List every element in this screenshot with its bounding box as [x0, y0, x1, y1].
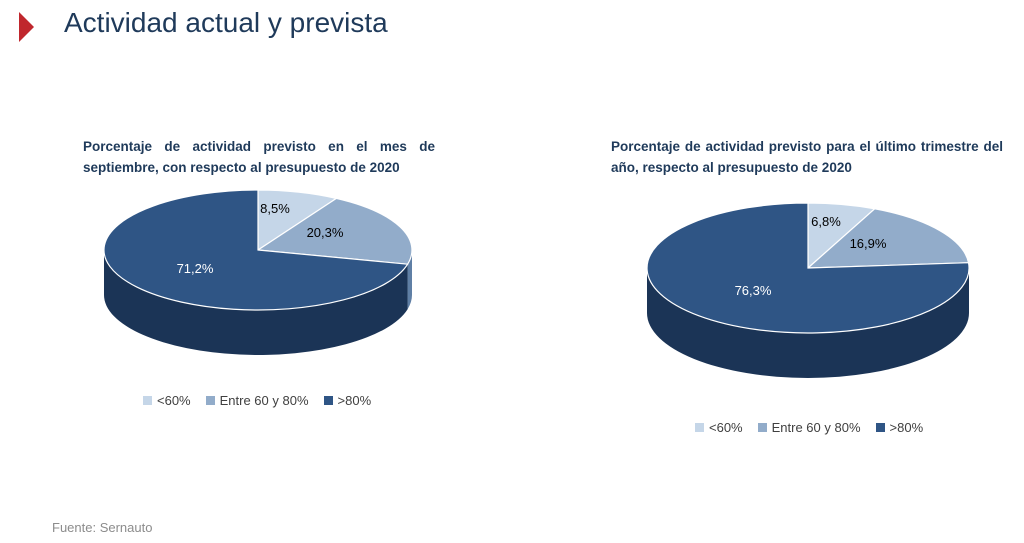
pie-slice-1 — [256, 197, 413, 265]
page-title: Actividad actual y prevista — [64, 7, 388, 38]
chart-1-legend: <60% Entre 60 y 80% >80% — [143, 393, 386, 408]
legend-item-60-80: Entre 60 y 80% — [205, 393, 309, 408]
pie-data-label-2: 71,2% — [177, 261, 214, 276]
pie-chart-ultimo-trimestre: 6,8% 16,9% 76,3% — [646, 202, 970, 378]
legend-label: <60% — [157, 393, 191, 408]
legend-label: >80% — [337, 393, 372, 408]
legend-swatch-dark — [323, 396, 333, 405]
pie-side-2 — [104, 250, 408, 355]
pie-side-1 — [407, 250, 412, 310]
pie-data-label-0: 8,5% — [260, 201, 290, 216]
legend-item-gt80: >80% — [875, 420, 924, 435]
red-arrow-marker-icon — [19, 12, 34, 42]
legend-swatch-mid — [757, 423, 767, 432]
pie-data-label-1: 20,3% — [307, 225, 344, 240]
chart-1-title: Porcentaje de actividad previsto en el m… — [83, 139, 435, 175]
source-note: Fuente: Sernauto — [52, 520, 153, 535]
legend-swatch-light — [695, 423, 704, 432]
pie-side-2 — [647, 268, 969, 378]
legend-label: Entre 60 y 80% — [219, 393, 309, 408]
legend-label: >80% — [889, 420, 924, 435]
pie-chart-septiembre: 8,5% 20,3% 71,2% — [103, 189, 413, 355]
legend-item-lt60: <60% — [695, 420, 743, 435]
legend-swatch-dark — [875, 423, 885, 432]
chart-2-title: Porcentaje de actividad previsto para el… — [611, 139, 1003, 175]
legend-label: <60% — [709, 420, 743, 435]
pie-data-label-2: 76,3% — [735, 283, 772, 298]
legend-item-60-80: Entre 60 y 80% — [757, 420, 861, 435]
legend-item-lt60: <60% — [143, 393, 191, 408]
pie-slice-2 — [103, 189, 409, 311]
legend-label: Entre 60 y 80% — [771, 420, 861, 435]
legend-swatch-mid — [205, 396, 215, 405]
pie-slice-1 — [806, 208, 970, 269]
chart-2-legend: <60% Entre 60 y 80% >80% — [695, 420, 938, 435]
pie-data-label-0: 6,8% — [811, 214, 841, 229]
legend-item-gt80: >80% — [323, 393, 372, 408]
pie-slice-2 — [646, 202, 970, 334]
pie-data-label-1: 16,9% — [850, 236, 887, 251]
legend-swatch-light — [143, 396, 152, 405]
